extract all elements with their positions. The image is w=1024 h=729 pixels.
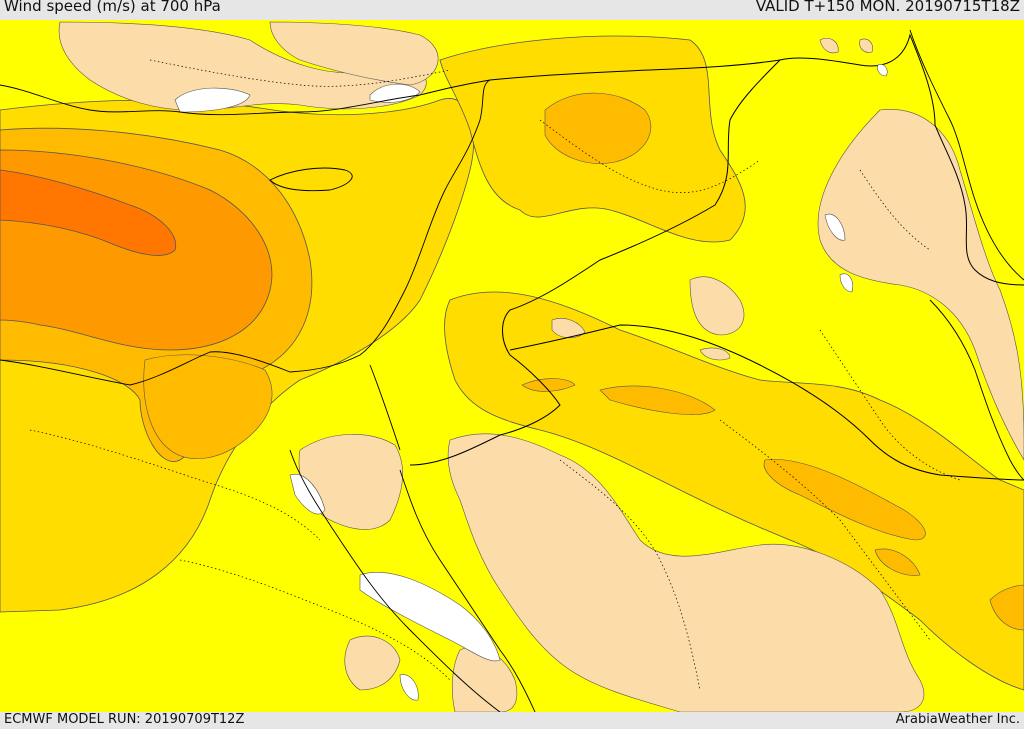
band-0-5-se	[399, 674, 419, 701]
model-run-label: ECMWF MODEL RUN: 20190709T12Z	[4, 712, 245, 727]
band-5-10-turkey	[58, 21, 427, 111]
island-3	[877, 64, 888, 77]
border-iraq-saudi	[509, 324, 1024, 481]
band-20-25-streak3	[874, 548, 921, 576]
band-5-10-egypt-sw	[344, 635, 401, 691]
band-0-5-anatolia	[369, 83, 421, 103]
band-5-10-blob2	[699, 347, 731, 361]
border-internal-6	[819, 329, 961, 481]
band-20-25-streak1	[599, 385, 716, 415]
band-20-25-iraq	[521, 378, 576, 392]
border-iran-iraq	[779, 33, 1024, 286]
border-internal-7	[149, 59, 451, 87]
band-20-25-egypt	[143, 354, 273, 460]
coastline-mediterranean	[0, 79, 491, 386]
band-5-10-iran-west	[817, 109, 1024, 461]
map-title: Wind speed (m/s) at 700 hPa	[4, 0, 221, 15]
coastline-turkey-south	[0, 79, 491, 116]
band-5-10-jordan-east	[689, 276, 745, 336]
border-internal-3	[559, 459, 701, 691]
band-5-10-blob1	[551, 318, 586, 339]
border-internal-2	[179, 559, 451, 681]
band-15-20-jordan	[444, 291, 1024, 691]
map-canvas	[0, 20, 1024, 712]
border-internal-4	[719, 419, 931, 641]
wind-speed-map[interactable]	[0, 20, 1024, 712]
footer-bar: ECMWF MODEL RUN: 20190709T12Z ArabiaWeat…	[0, 712, 1024, 729]
band-5-10-saudi-nw	[447, 433, 925, 712]
border-internal-1	[29, 429, 321, 541]
band-20-25-syria	[544, 92, 652, 164]
band-5-10-anatolia-east	[269, 21, 439, 86]
valid-time: VALID T+150 MON. 20190715T18Z	[755, 0, 1020, 15]
credit-label: ArabiaWeather Inc.	[895, 712, 1020, 727]
island-2	[859, 38, 873, 53]
coastline-cyprus	[269, 167, 353, 192]
coastline-redsea-west	[289, 449, 501, 712]
band-30-35-core	[0, 169, 177, 256]
band-0-5-redsea	[359, 572, 501, 662]
band-0-5-turkey	[174, 87, 251, 113]
island-1	[819, 38, 839, 54]
border-syria-iraq	[489, 59, 782, 311]
band-0-5-caspian-area	[824, 213, 846, 241]
border-egypt-libya	[369, 364, 401, 451]
band-0-5-lake	[839, 273, 853, 293]
border-jordan	[409, 309, 561, 466]
coastline-redsea-east	[399, 469, 536, 712]
band-20-25-se	[989, 584, 1024, 631]
coastline-caspian	[909, 29, 1024, 281]
coastline-gulf	[929, 299, 1024, 481]
band-20-25-streak2	[763, 459, 926, 541]
title-bar: Wind speed (m/s) at 700 hPa VALID T+150 …	[0, 0, 1024, 20]
